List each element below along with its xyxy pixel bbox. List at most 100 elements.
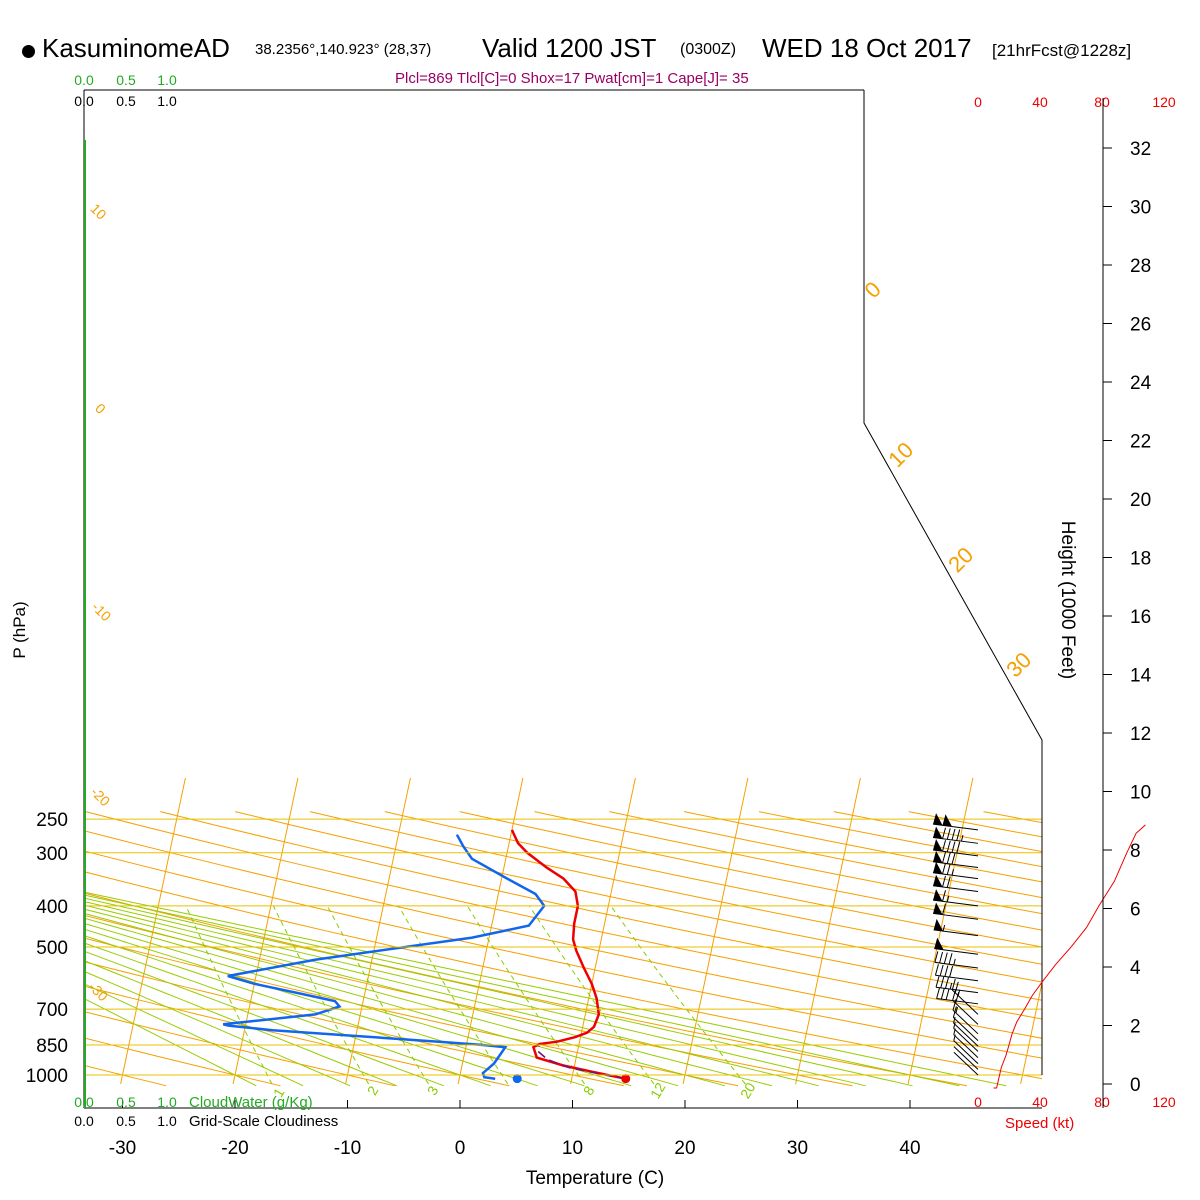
barb-shaft	[952, 1000, 979, 1025]
wind-barb	[953, 1022, 979, 1052]
height-tick-label: 10	[1130, 783, 1151, 804]
moist-adiabat-line	[84, 811, 819, 1087]
barb-shaft	[933, 929, 979, 937]
barb-shaft	[953, 1046, 979, 1070]
barb-half-feather	[955, 1006, 958, 1014]
barb-flag	[933, 874, 943, 887]
moist-adiabat-line	[84, 811, 304, 1087]
barb-shaft	[952, 1009, 979, 1035]
isotherm-line	[120, 777, 186, 1085]
moist-adiabat-line	[84, 811, 491, 1087]
barb-feather	[942, 827, 947, 839]
barb-feather	[945, 988, 950, 1000]
barb-feather	[942, 890, 947, 902]
dry-adiabat-line	[534, 811, 1042, 1087]
barb-feather	[946, 828, 951, 840]
height-tick-label: 0	[1130, 1075, 1141, 1096]
valid-date: WED 18 Oct 2017	[762, 33, 972, 63]
dry-adiabat-line	[85, 811, 1042, 1087]
barb-shaft	[932, 899, 979, 907]
dewpoint-line	[222, 834, 546, 1080]
x-tick-label: 30	[787, 1138, 808, 1159]
barb-feather	[948, 953, 953, 965]
barb-half-feather	[949, 982, 953, 990]
barb-feather	[956, 829, 961, 841]
pressure-tick-label: 250	[36, 810, 68, 831]
station-name: KasuminomeAD	[42, 33, 230, 63]
forecast-info: [21hrFcst@1228z]	[992, 41, 1132, 60]
barb-flag	[933, 902, 943, 915]
mixing-ratio-line	[185, 905, 273, 1085]
dry-adiabat-label: -20	[88, 784, 114, 810]
dry-adiabat-line	[84, 811, 1042, 1087]
height-tick-label: 32	[1130, 139, 1151, 160]
cloudiness-tick-bottom: 0.5	[116, 1113, 136, 1129]
cloudiness-tick-bottom: 0.0	[74, 1113, 94, 1129]
dry-adiabat-line	[84, 811, 281, 1087]
barb-flag	[933, 813, 943, 826]
wind-barb	[935, 976, 979, 994]
stability-indices: Plcl=869 Tlcl[C]=0 Shox=17 Pwat[cm]=1 Ca…	[395, 70, 749, 87]
barb-flag	[942, 814, 952, 827]
dry-adiabat-line	[384, 811, 1042, 1087]
barb-feather	[946, 863, 951, 875]
moist-adiabat-line	[84, 811, 257, 1087]
mixing-ratio-line	[398, 905, 509, 1085]
barb-feather	[940, 976, 945, 988]
barb-feather	[934, 964, 939, 976]
x-tick-label: 10	[562, 1138, 583, 1159]
moist-adiabat-line	[84, 811, 866, 1087]
surface-temperature-point	[621, 1074, 631, 1084]
cloudiness-tick-top: 0.0	[74, 93, 94, 109]
x-tick-label: -30	[109, 1138, 136, 1159]
speed-tick-top: 120	[1152, 94, 1176, 110]
barb-half-feather	[953, 1022, 956, 1029]
wind-barb	[936, 987, 979, 1005]
height-tick-label: 6	[1130, 900, 1141, 921]
barb-feather	[954, 981, 959, 993]
isotherm-line	[232, 777, 299, 1085]
barb-shaft	[953, 1022, 979, 1047]
barb-feather	[946, 840, 951, 853]
barb-half-feather	[942, 925, 946, 932]
wind-barb	[933, 918, 979, 937]
cloud-water-tick-bottom: 0.5	[116, 1094, 136, 1110]
moist-adiabat-line	[84, 811, 585, 1087]
mixing-ratio-line	[466, 905, 586, 1085]
cloudiness-tick-top: 1.0	[157, 93, 177, 109]
barb-half-feather	[953, 1016, 956, 1024]
x-tick-label: -10	[334, 1138, 361, 1159]
cloudiness-label: Grid-Scale Cloudiness	[189, 1113, 338, 1130]
dry-adiabat-label: 0	[860, 277, 886, 303]
mixing-ratio-label: 8	[580, 1083, 598, 1098]
dry-adiabat-label: 0	[92, 400, 109, 417]
speed-tick-bottom: 120	[1152, 1094, 1176, 1110]
dry-adiabat-line	[309, 811, 1042, 1087]
isotherm-line	[345, 777, 411, 1085]
mixing-ratio-label: 12	[647, 1080, 669, 1102]
barb-shaft	[934, 961, 979, 969]
wind-barb	[953, 1034, 979, 1064]
height-tick-label: 8	[1130, 841, 1141, 862]
wind-barb	[932, 813, 979, 831]
wind-barb	[953, 1016, 979, 1047]
barb-flag	[933, 850, 943, 863]
barb-feather	[956, 841, 961, 854]
barb-feather	[952, 989, 957, 1001]
wind-barb	[934, 937, 979, 955]
dry-adiabat-label: -30	[86, 979, 112, 1005]
barb-flag	[933, 839, 943, 852]
valid-zulu: (0300Z)	[680, 41, 737, 58]
isotherm-line	[1020, 777, 1042, 1085]
pressure-tick-label: 850	[36, 1036, 68, 1057]
barb-feather	[944, 977, 949, 989]
barb-shaft	[953, 1034, 979, 1058]
barb-feather	[934, 951, 939, 963]
x-tick-label: 0	[455, 1138, 466, 1159]
x-tick-label: 20	[674, 1138, 695, 1159]
wind-barb	[934, 964, 979, 982]
height-tick-label: 28	[1130, 256, 1151, 277]
station-coords: 38.2356°,140.923° (28,37)	[255, 41, 432, 58]
dry-adiabat-label: -10	[89, 599, 115, 625]
